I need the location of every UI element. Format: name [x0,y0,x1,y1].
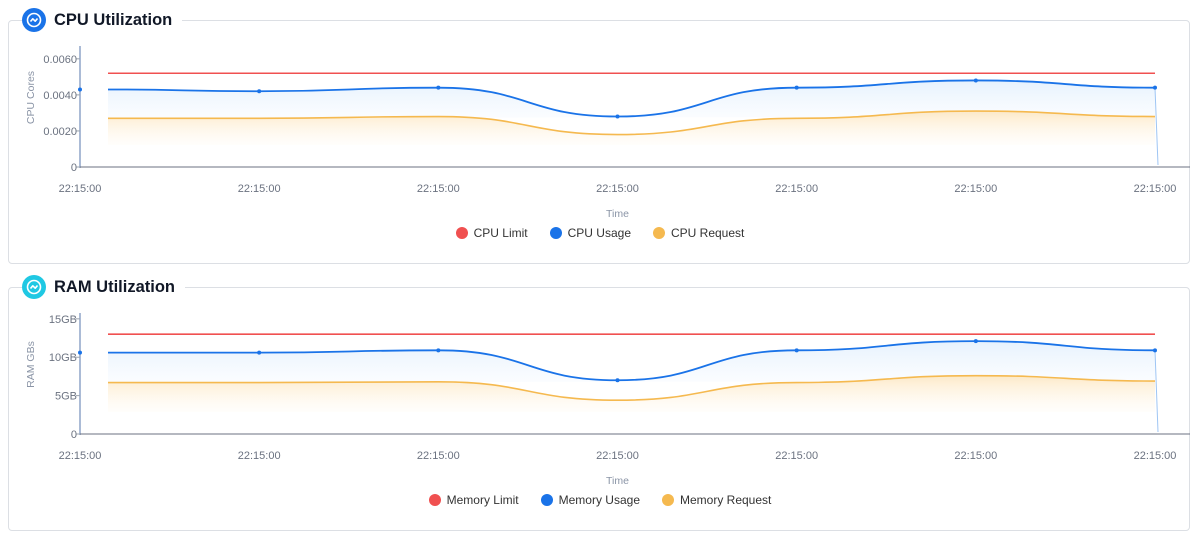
ram-utilization-panel: 0 5GB 10GB 15GB RAM GBs 22:15:00 22:15:00 22:15… [0,267,1200,534]
cpu-y-tick-label: 0.0040 [43,90,77,102]
ram-chart: 0 5GB 10GB 15GB RAM GBs 22:15:00 22:15:00 22:15… [25,313,1190,487]
legend-dot-cpu-limit [455,227,468,239]
cpu-panel-title: CPU Utilization [54,10,173,29]
cpu-x-tick-label: 22:15:00 [596,183,639,195]
cpu-x-tick-label: 22:15:00 [59,183,102,195]
ram-x-tick-label: 22:15:00 [596,450,639,462]
cpu-usage-point[interactable] [973,78,978,83]
ram-usage-point[interactable] [973,339,978,344]
ram-request-line [107,374,1156,402]
legend-label-memory-limit: Memory Limit [446,493,519,507]
ram-y-tick-label: 15GB [49,314,77,326]
cpu-usage-point[interactable] [436,85,441,90]
ram-usage-point[interactable] [436,348,441,353]
cpu-y-tick-label: 0.0020 [43,126,77,138]
legend-item-cpu-usage[interactable]: CPU Usage [549,226,631,240]
cpu-y-tick-label: 0 [71,162,77,174]
cpu-x-tick-label: 22:15:00 [775,183,818,195]
trend-icon [22,275,46,299]
cpu-x-tick-label: 22:15:00 [238,183,281,195]
cpu-x-tick-label: 22:15:00 [954,183,997,195]
ram-area-edge [1154,350,1159,433]
ram-usage-point[interactable] [78,350,82,355]
legend-label-cpu-request: CPU Request [671,226,745,240]
legend-dot-memory-limit [428,494,441,506]
cpu-usage-point[interactable] [794,85,799,90]
ram-request-area [108,375,1155,412]
legend-item-cpu-request[interactable]: CPU Request [653,226,744,240]
ram-y-tick-label: 0 [71,429,77,441]
legend-item-memory-request[interactable]: Memory Request [662,493,771,507]
ram-x-tick-label: 22:15:00 [954,450,997,462]
legend-dot-cpu-request [653,227,665,239]
cpu-utilization-panel: 0 0.0020 0.0040 0.0060 CPU Cores 22:15:00 22:1… [0,0,1200,267]
cpu-request-area [108,111,1155,145]
ram-x-tick-label: 22:15:00 [238,450,281,462]
ram-y-axis-label: RAM GBs [25,341,37,388]
legend-label-memory-request: Memory Request [680,493,772,507]
legend-item-cpu-limit[interactable]: CPU Limit [455,226,528,240]
legend-dot-memory-request [662,494,674,506]
legend-label-cpu-limit: CPU Limit [473,226,528,240]
ram-usage-point[interactable] [1153,348,1157,353]
cpu-x-tick-label: 22:15:00 [417,183,460,195]
cpu-legend: CPU Limit CPU Usage CPU Request [0,226,1200,240]
legend-label-cpu-usage: CPU Usage [567,226,631,240]
legend-label-memory-usage: Memory Usage [558,493,640,507]
ram-panel-title: RAM Utilization [54,277,175,296]
cpu-usage-area [108,80,1155,119]
cpu-chart: 0 0.0020 0.0040 0.0060 CPU Cores 22:15:00 22:1… [25,46,1190,220]
legend-dot-memory-usage [540,494,553,506]
cpu-request-line [108,110,1156,136]
ram-x-tick-label: 22:15:00 [417,450,460,462]
legend-dot-cpu-usage [549,227,562,239]
ram-y-tick-label: 10GB [49,352,77,364]
cpu-usage-point[interactable] [78,87,82,92]
ram-y-tick-label: 5GB [55,391,77,403]
cpu-usage-point[interactable] [257,89,262,94]
cpu-y-axis-label: CPU Cores [25,71,37,124]
ram-x-tick-label: 22:15:00 [59,450,102,462]
cpu-y-tick-label: 0.0060 [43,54,77,66]
legend-item-memory-limit[interactable]: Memory Limit [428,493,519,507]
ram-usage-point[interactable] [794,348,799,353]
cpu-panel-header: CPU Utilization [22,8,183,32]
ram-legend: Memory Limit Memory Usage Memory Request [0,493,1200,507]
ram-x-tick-label: 22:15:00 [775,450,818,462]
cpu-area-edge [1154,87,1159,166]
ram-usage-point[interactable] [257,350,262,355]
legend-item-memory-usage[interactable]: Memory Usage [540,493,640,507]
cpu-usage-point[interactable] [615,114,620,119]
cpu-x-axis-label: Time [606,208,629,220]
ram-x-axis-label: Time [606,475,629,487]
ram-x-tick-label: 22:15:00 [1134,450,1177,462]
trend-icon [22,8,46,32]
ram-usage-point[interactable] [615,378,620,383]
cpu-x-tick-label: 22:15:00 [1134,183,1177,195]
cpu-usage-point[interactable] [1153,85,1157,90]
ram-panel-header: RAM Utilization [22,275,185,299]
